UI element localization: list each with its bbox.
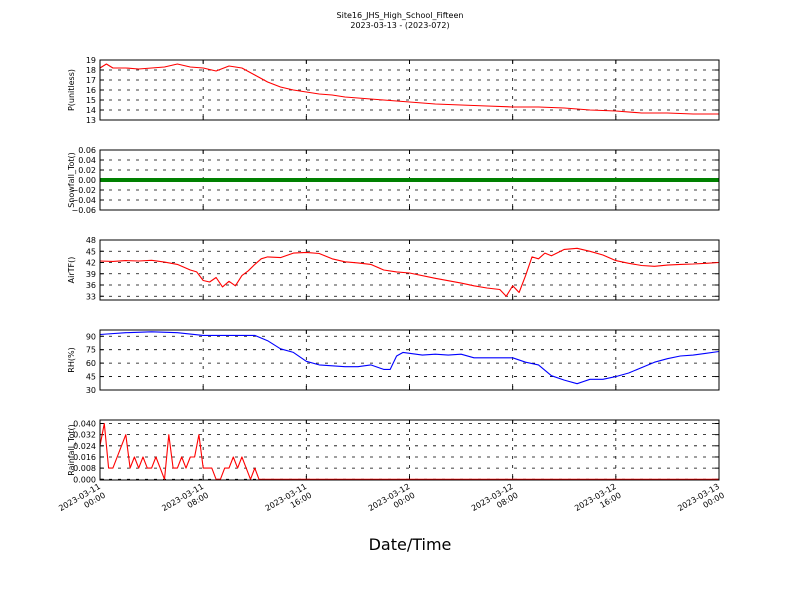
series-line <box>99 422 719 480</box>
series-line <box>99 331 720 385</box>
y-tick-label: 14 <box>86 106 96 115</box>
x-axis-label: Date/Time <box>369 535 452 554</box>
y-axis-label: Snowfall_Tot() <box>67 152 76 208</box>
panel-5: 0.000 0.008 0.016 0.024 0.032 0.040Rainfall_T… <box>67 419 720 484</box>
panel-3: 33 36 39 42 45 48 AirTF() <box>67 236 720 301</box>
series-line <box>99 247 720 297</box>
y-tick-label: 17 <box>86 76 96 85</box>
y-axis-label: Rainfall_Tot() <box>67 424 76 476</box>
y-tick-label: 16 <box>86 86 96 95</box>
y-tick-label: −0.02 <box>71 186 96 195</box>
chart-title: Site16_JHS_High_School_Fifteen <box>336 11 464 20</box>
series-line <box>99 63 719 115</box>
y-tick-label: 0.06 <box>78 146 96 155</box>
y-tick-label: 60 <box>86 359 96 368</box>
plot-frame <box>99 239 720 301</box>
y-tick-label: 0.04 <box>78 156 96 165</box>
y-tick-label: −0.06 <box>71 206 96 215</box>
plot-frame <box>99 329 720 391</box>
panel-2: −0.06−0.04−0.020.000.020.040.06Snowfall_… <box>67 146 720 215</box>
y-tick-label: 45 <box>86 373 96 382</box>
y-tick-label: 13 <box>86 116 96 125</box>
y-axis-label: AirTF() <box>67 257 76 284</box>
y-tick-label: 0.024 <box>73 442 96 451</box>
y-tick-label: 39 <box>86 270 96 279</box>
plot-frame <box>99 59 720 121</box>
y-tick-label: 36 <box>86 281 96 290</box>
plot-frame <box>99 149 720 211</box>
chart-subtitle: 2023-03-13 - (2023-072) <box>350 21 450 30</box>
y-tick-label: 0.016 <box>73 453 96 462</box>
y-tick-label: 75 <box>86 346 96 355</box>
y-tick-label: 30 <box>86 386 96 395</box>
plot-frame <box>99 419 720 481</box>
y-tick-label: 0.000 <box>73 475 96 484</box>
y-tick-label: 33 <box>86 292 96 301</box>
y-axis-label: RH(%) <box>67 347 76 372</box>
y-tick-label: −0.04 <box>71 196 96 205</box>
y-tick-label: 0.040 <box>73 419 96 428</box>
y-tick-label: 15 <box>86 96 96 105</box>
y-axis-label: P(unitless) <box>67 69 76 111</box>
y-tick-label: 90 <box>86 332 96 341</box>
y-tick-label: 42 <box>86 259 96 268</box>
y-tick-label: 0.008 <box>73 464 96 473</box>
y-tick-label: 45 <box>86 247 96 256</box>
y-tick-label: 18 <box>86 66 96 75</box>
y-tick-label: 0.02 <box>78 166 96 175</box>
y-tick-label: 0.032 <box>73 431 96 440</box>
panel-4: 30 45 60 75 90 RH(%) <box>67 329 720 395</box>
y-tick-label: 48 <box>86 236 96 245</box>
y-tick-label: 0.00 <box>78 176 96 185</box>
y-tick-label: 19 <box>86 56 96 65</box>
